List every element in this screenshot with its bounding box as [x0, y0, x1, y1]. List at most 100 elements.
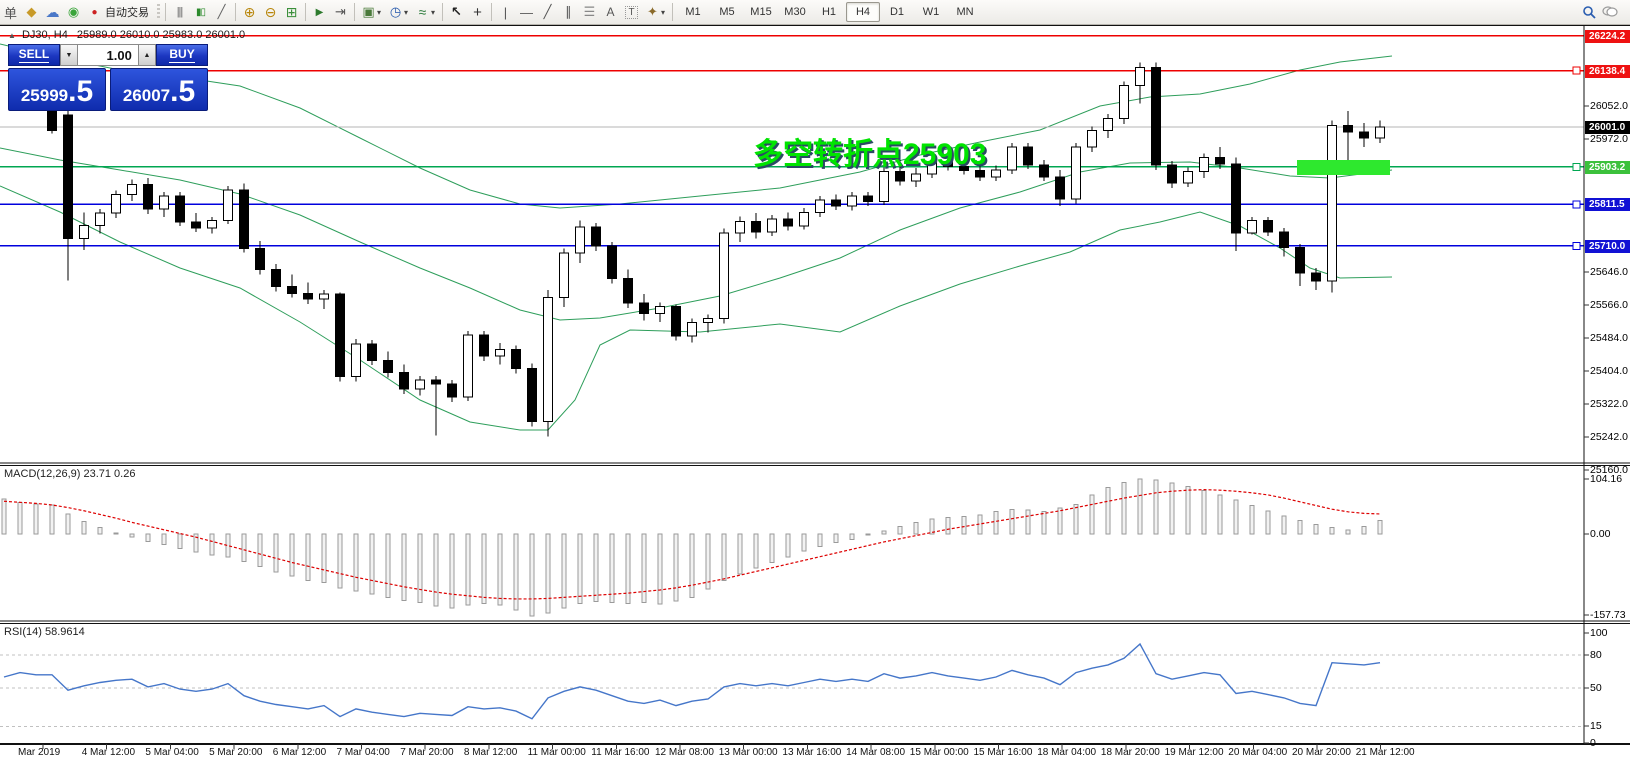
time-axis-label: 8 Mar 12:00: [463, 747, 518, 758]
horizontal-line-tool-icon[interactable]: [516, 3, 537, 21]
tab-w1[interactable]: W1: [922, 6, 940, 18]
price-axis-label: 25322.0: [1590, 398, 1628, 410]
periods-caret-icon[interactable]: ▾: [404, 7, 409, 17]
market-watch-icon[interactable]: [21, 3, 42, 21]
volume-input[interactable]: 1.00: [78, 44, 138, 66]
time-axis-label: 21 Mar 12:00: [1355, 747, 1415, 758]
volume-increase-button[interactable]: ▲: [137, 44, 157, 66]
price-axis-label: 25404.0: [1590, 365, 1628, 377]
macd-axis-label: -157.73: [1590, 609, 1626, 621]
zoom-in-icon[interactable]: [239, 3, 260, 21]
buy-price-box[interactable]: 26007 .5: [110, 68, 208, 111]
time-axis-label: 14 Mar 08:00: [846, 747, 906, 758]
macd-indicator-label: MACD(12,26,9) 23.71 0.26: [4, 468, 136, 480]
autotrading-icon[interactable]: [84, 3, 105, 21]
tab-m5[interactable]: M5: [719, 6, 735, 18]
time-axis-label: 13 Mar 00:00: [718, 747, 778, 758]
label-tool-icon[interactable]: [621, 3, 642, 21]
chart-shift-icon[interactable]: [330, 3, 351, 21]
rsi-indicator-label: RSI(14) 58.9614: [4, 626, 85, 638]
auto-scroll-icon[interactable]: [309, 3, 330, 21]
time-axis-label: 7 Mar 04:00: [336, 747, 390, 758]
candlestick-chart-icon[interactable]: [190, 3, 211, 21]
trendline-tool-icon[interactable]: [537, 3, 558, 21]
volume-decrease-button[interactable]: ▼: [59, 44, 79, 66]
sell-price-frac: .5: [68, 75, 94, 108]
tab-mn[interactable]: MN: [956, 6, 974, 18]
price-axis-label: 25242.0: [1590, 431, 1628, 443]
signals-icon[interactable]: [63, 3, 84, 21]
templates-caret-icon[interactable]: ▾: [377, 7, 382, 17]
time-axis-label: 11 Mar 16:00: [591, 747, 650, 758]
time-axis-label: 20 Mar 20:00: [1292, 747, 1351, 758]
pivot-annotation-text: 多空转折点25903: [753, 138, 987, 171]
fibonacci-tool-icon[interactable]: [579, 3, 600, 21]
symbol-marker-icon: ▲: [8, 31, 16, 40]
one-click-trading-panel: SELL ▼ 1.00 ▲ BUY 25999 .5 26007 .5: [8, 44, 208, 111]
crosshair-icon[interactable]: [467, 3, 488, 21]
search-icon[interactable]: [1578, 3, 1599, 21]
vertical-line-tool-icon[interactable]: [495, 3, 516, 21]
tab-d1[interactable]: D1: [889, 6, 905, 18]
time-axis-label: 15 Mar 16:00: [973, 747, 1033, 758]
price-axis-label: 25484.0: [1590, 332, 1628, 344]
cursor-icon[interactable]: [446, 3, 467, 21]
time-axis-label: 6 Mar 12:00: [272, 747, 327, 758]
time-axis-label: 19 Mar 12:00: [1164, 747, 1224, 758]
arrows-caret-icon[interactable]: ▾: [661, 7, 666, 17]
price-axis-label: 26052.0: [1590, 100, 1628, 112]
symbol-period-label: DJ30, H4: [21, 29, 68, 41]
rsi-axis-label: 80: [1590, 649, 1602, 661]
arrows-tool-icon[interactable]: [642, 3, 663, 21]
time-axis-label: 20 Mar 04:00: [1228, 747, 1288, 758]
macd-axis-label: 0.00: [1590, 528, 1611, 540]
line-chart-icon[interactable]: [211, 3, 232, 21]
main-toolbar: 单 自动交易 ▾ ▾ ▾ ▾ M1 M5 M15 M30 H1 H4 D1 W1…: [0, 0, 1630, 25]
channel-tool-icon[interactable]: [558, 3, 579, 21]
templates-icon[interactable]: [358, 3, 379, 21]
time-axis-label: 13 Mar 16:00: [782, 747, 842, 758]
tab-m30[interactable]: M30: [784, 6, 806, 18]
tile-windows-icon[interactable]: [281, 3, 302, 21]
time-axis-label: 4 Mar 12:00: [81, 747, 136, 758]
chat-icon[interactable]: [1599, 3, 1620, 21]
rsi-axis-label: 15: [1590, 720, 1602, 732]
tab-h4[interactable]: H4: [846, 2, 880, 22]
indicators-icon[interactable]: [412, 3, 433, 21]
price-axis-label: 25972.0: [1590, 133, 1628, 145]
zoom-out-icon[interactable]: [260, 3, 281, 21]
price-axis-label: 25646.0: [1590, 266, 1628, 278]
rsi-axis-label: 100: [1590, 627, 1608, 639]
price-badge: 26224.2: [1585, 29, 1630, 43]
time-axis-label: 18 Mar 20:00: [1100, 747, 1160, 758]
ohlc-values: 25989.0 26010.0 25983.0 26001.0: [76, 29, 246, 41]
price-badge: 25903.2: [1585, 160, 1630, 174]
sell-price-box[interactable]: 25999 .5: [8, 68, 106, 111]
time-axis-label: 18 Mar 04:00: [1037, 747, 1097, 758]
time-axis-label: 12 Mar 08:00: [655, 747, 714, 758]
mql-community-icon[interactable]: [42, 3, 63, 21]
autotrading-label[interactable]: 自动交易: [105, 7, 149, 19]
toolbar-grip: [157, 4, 160, 20]
buy-price-frac: .5: [170, 75, 196, 108]
buy-button[interactable]: BUY: [156, 44, 208, 66]
new-order-button[interactable]: 单: [3, 5, 17, 21]
tab-m1[interactable]: M1: [685, 6, 701, 18]
periods-icon[interactable]: [385, 3, 406, 21]
time-axis-label: 11 Mar 00:00: [527, 747, 586, 758]
tab-m15[interactable]: M15: [750, 6, 772, 18]
time-axis-label: 5 Mar 04:00: [145, 747, 199, 758]
indicators-caret-icon[interactable]: ▾: [431, 7, 436, 17]
rsi-axis-label: 50: [1590, 682, 1602, 694]
rsi-axis-label: 0: [1590, 737, 1596, 749]
price-axis-label: 25160.0: [1590, 464, 1628, 476]
sell-price-main: 25999: [20, 86, 69, 105]
price-badge: 25811.5: [1585, 197, 1630, 211]
text-tool-icon[interactable]: [600, 3, 621, 21]
time-axis-label: Mar 2019: [18, 747, 61, 758]
price-badge: 26138.4: [1585, 64, 1630, 78]
sell-button[interactable]: SELL: [8, 44, 60, 66]
bar-chart-icon[interactable]: [169, 3, 190, 21]
tab-h1[interactable]: H1: [821, 6, 837, 18]
